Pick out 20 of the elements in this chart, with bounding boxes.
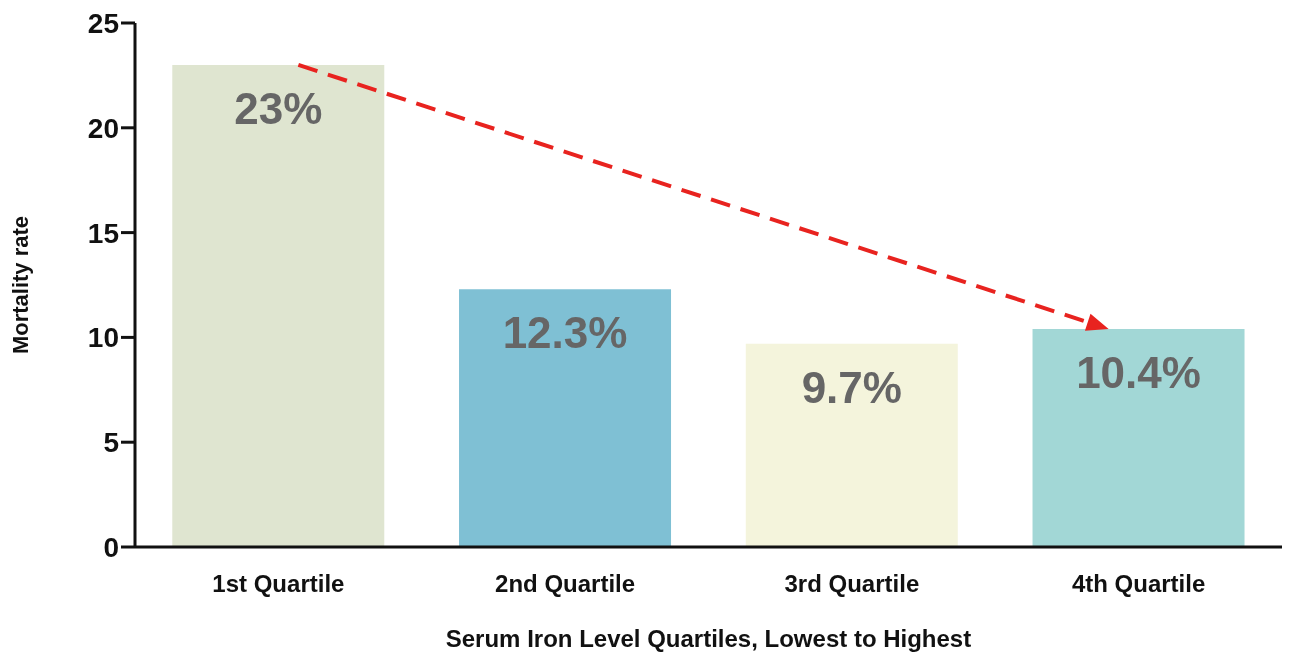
x-axis-title: Serum Iron Level Quartiles, Lowest to Highest [445, 625, 972, 652]
x-tick-label: 1st Quartile [212, 570, 345, 598]
x-tick-label: 2nd Quartile [495, 570, 636, 598]
y-tick-label: 10 [87, 322, 119, 354]
y-tick-label: 5 [103, 427, 119, 459]
data-label: 10.4% [1076, 348, 1201, 398]
data-label: 12.3% [502, 308, 628, 358]
y-tick-label: 0 [103, 531, 119, 563]
bar [1032, 329, 1245, 547]
data-label: 23% [234, 84, 323, 134]
y-tick-label: 25 [87, 7, 119, 39]
bar [745, 343, 958, 547]
bar [172, 64, 385, 547]
x-tick-label: 3rd Quartile [784, 570, 920, 598]
data-label: 9.7% [801, 362, 902, 412]
x-tick-label: 4th Quartile [1071, 570, 1206, 598]
y-tick-label: 15 [87, 217, 119, 249]
bar [459, 289, 672, 547]
y-tick-label: 20 [87, 112, 119, 144]
y-axis-title: Mortality rate [7, 215, 33, 355]
